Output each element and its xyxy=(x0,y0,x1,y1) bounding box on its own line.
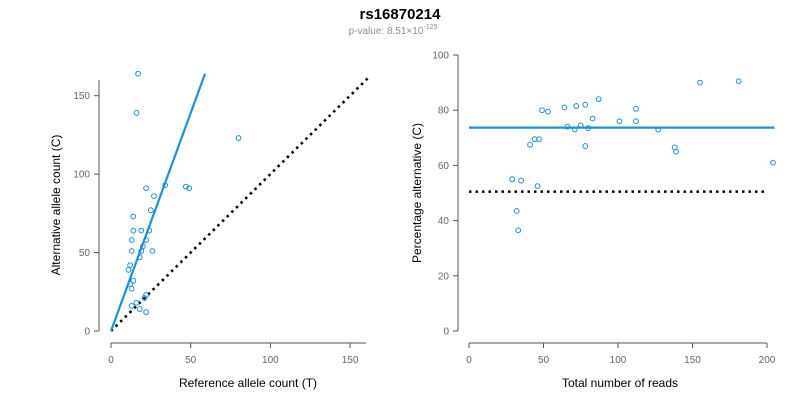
left-x-tick-label: 50 xyxy=(185,355,197,366)
right-data-point xyxy=(518,177,525,184)
right-y-tick-label: 60 xyxy=(438,161,450,172)
right-data-point xyxy=(632,105,639,112)
right-y-tick-label: 80 xyxy=(438,106,450,117)
right-y-tick-label: 100 xyxy=(432,51,449,62)
left-reference-line xyxy=(110,75,371,332)
right-data-point xyxy=(564,123,571,130)
chart-title: rs16870214 xyxy=(360,6,442,23)
right-data-point xyxy=(527,141,533,148)
left-data-point xyxy=(130,277,137,284)
right-data-point xyxy=(571,126,578,133)
left-x-axis-label: Reference allele count (T) xyxy=(179,376,317,390)
left-x-tick-label: 0 xyxy=(108,355,114,366)
right-data-point xyxy=(515,227,522,234)
left-data-point xyxy=(135,70,141,77)
left-y-axis-label: Alternative allele count (C) xyxy=(49,135,63,276)
p-value-exponent: -125 xyxy=(423,24,437,31)
left-data-point xyxy=(136,254,143,261)
left-data-point xyxy=(128,285,135,292)
right-y-tick-label: 20 xyxy=(438,271,450,282)
p-value-text: p-value: 8.51×10 xyxy=(349,26,424,37)
right-data-point xyxy=(509,176,516,183)
left-lines xyxy=(109,73,371,332)
right-scatter-panel: 0 50 100 150 200 0 20 40 60 80 100 Total number of… xyxy=(410,51,776,390)
right-data-point xyxy=(536,136,542,143)
right-y-axis-label: Percentage alternative (C) xyxy=(410,123,424,263)
right-data-point xyxy=(632,118,639,125)
left-data-point xyxy=(128,248,135,254)
left-scatter-panel: 0 50 100 150 0 50 100 150 Reference allele coun… xyxy=(49,70,371,390)
left-data-point xyxy=(151,193,157,199)
left-x-tick-label: 150 xyxy=(342,355,359,366)
left-data-point xyxy=(143,309,149,316)
right-x-axis-label: Total number of reads xyxy=(562,376,678,390)
right-data-point xyxy=(561,104,568,111)
right-x-tick-label: 100 xyxy=(610,355,627,366)
left-data-point xyxy=(143,185,149,192)
right-data-point xyxy=(585,125,592,132)
left-data-point xyxy=(125,266,132,273)
right-x-tick-label: 50 xyxy=(538,355,550,366)
left-data-point xyxy=(130,213,137,220)
left-points xyxy=(125,70,242,316)
left-data-point xyxy=(162,182,169,189)
right-x-tick-label: 150 xyxy=(684,355,701,366)
left-x-tick-label: 100 xyxy=(262,355,279,366)
left-data-point xyxy=(138,227,145,234)
right-points xyxy=(509,78,776,234)
left-data-point xyxy=(146,227,153,234)
left-data-point xyxy=(143,237,149,243)
right-data-point xyxy=(582,143,589,149)
right-data-point xyxy=(582,101,589,108)
left-data-point xyxy=(183,183,189,190)
right-data-point xyxy=(770,159,776,166)
left-ticks: 0 50 100 150 0 50 100 150 xyxy=(73,91,359,366)
left-data-point xyxy=(138,248,145,254)
left-data-point xyxy=(133,110,140,116)
left-data-point xyxy=(147,207,154,214)
right-data-point xyxy=(539,107,545,114)
right-data-point xyxy=(735,78,742,85)
left-data-point xyxy=(128,237,135,243)
left-data-point xyxy=(128,303,135,309)
right-data-point xyxy=(616,118,623,125)
left-data-point xyxy=(133,299,140,306)
right-data-point xyxy=(577,122,584,129)
right-lines xyxy=(469,126,775,193)
right-x-tick-label: 200 xyxy=(759,355,776,366)
left-y-tick-label: 100 xyxy=(73,170,90,181)
right-ticks: 0 50 100 150 200 0 20 40 60 80 100 xyxy=(432,51,775,367)
left-fit-line xyxy=(109,73,207,332)
left-data-point xyxy=(143,292,149,298)
right-x-tick-label: 0 xyxy=(466,355,472,366)
right-data-point xyxy=(673,148,680,155)
right-y-tick-label: 40 xyxy=(438,216,450,227)
left-data-point xyxy=(136,306,143,312)
right-data-point xyxy=(573,103,580,109)
right-data-point xyxy=(589,115,596,122)
left-data-point xyxy=(127,262,134,269)
right-data-point xyxy=(545,108,551,115)
right-data-point xyxy=(697,79,703,86)
left-data-point xyxy=(141,295,148,301)
right-data-point xyxy=(513,208,520,214)
right-data-point xyxy=(595,96,602,103)
left-data-point xyxy=(149,248,156,254)
right-data-point xyxy=(655,126,662,133)
right-data-point xyxy=(534,183,541,190)
left-y-tick-label: 0 xyxy=(84,327,90,338)
left-data-point xyxy=(130,227,137,234)
left-y-tick-label: 50 xyxy=(79,248,91,259)
right-y-tick-label: 0 xyxy=(443,327,449,338)
chart-subtitle: p-value: 8.51×10-125 xyxy=(349,24,438,37)
left-data-point xyxy=(186,185,192,192)
left-y-tick-label: 150 xyxy=(73,91,90,102)
left-data-point xyxy=(235,135,242,141)
